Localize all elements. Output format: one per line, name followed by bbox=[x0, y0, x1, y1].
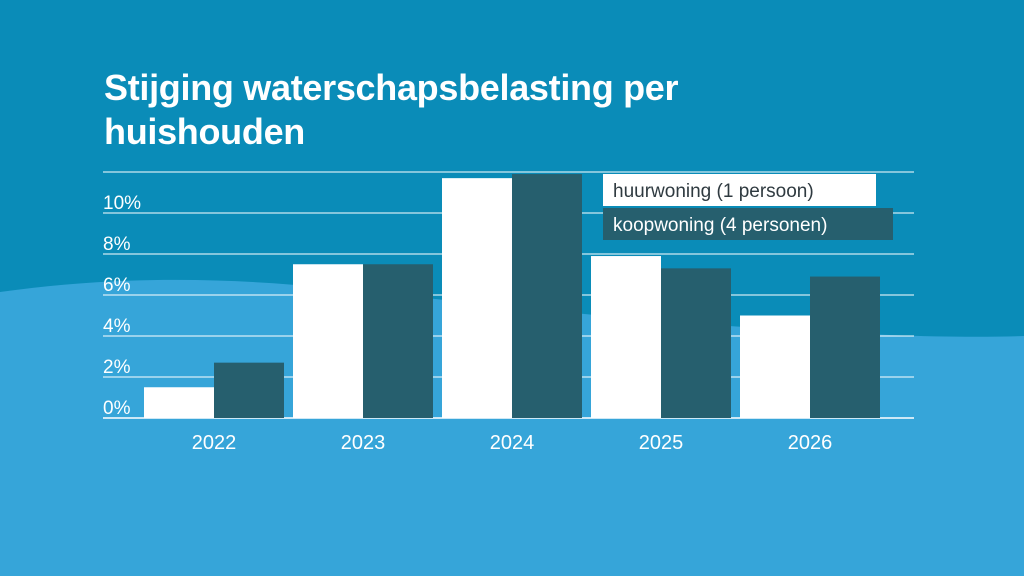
legend-label: koopwoning (4 personen) bbox=[613, 215, 827, 236]
bar-huurwoning-2022 bbox=[144, 387, 214, 418]
bar-koopwoning-2024 bbox=[512, 174, 582, 418]
bar-koopwoning-2026 bbox=[810, 276, 880, 418]
y-tick-label: 4% bbox=[103, 316, 131, 337]
x-tick-label: 2022 bbox=[192, 432, 237, 454]
bar-huurwoning-2025 bbox=[591, 256, 661, 418]
legend-swatch-1 bbox=[603, 208, 893, 240]
legend-label: huurwoning (1 persoon) bbox=[613, 181, 814, 202]
bar-koopwoning-2022 bbox=[214, 362, 284, 418]
x-tick-label: 2023 bbox=[341, 432, 386, 454]
bar-huurwoning-2024 bbox=[442, 178, 512, 418]
bar-huurwoning-2023 bbox=[293, 264, 363, 418]
y-tick-label: 2% bbox=[103, 357, 131, 378]
y-tick-label: 10% bbox=[103, 193, 141, 214]
y-tick-label: 8% bbox=[103, 234, 131, 255]
bar-koopwoning-2023 bbox=[363, 264, 433, 418]
legend-swatch-0 bbox=[603, 174, 876, 206]
bars bbox=[144, 174, 880, 418]
bar-koopwoning-2025 bbox=[661, 268, 731, 418]
x-tick-label: 2025 bbox=[639, 432, 684, 454]
y-tick-label: 6% bbox=[103, 275, 131, 296]
bar-huurwoning-2026 bbox=[740, 315, 810, 418]
x-tick-label: 2024 bbox=[490, 432, 535, 454]
y-tick-label: 0% bbox=[103, 398, 131, 419]
chart-title: Stijging waterschapsbelasting per huisho… bbox=[104, 67, 679, 152]
x-tick-label: 2026 bbox=[788, 432, 833, 454]
legend: huurwoning (1 persoon) koopwoning (4 pers… bbox=[603, 174, 893, 240]
